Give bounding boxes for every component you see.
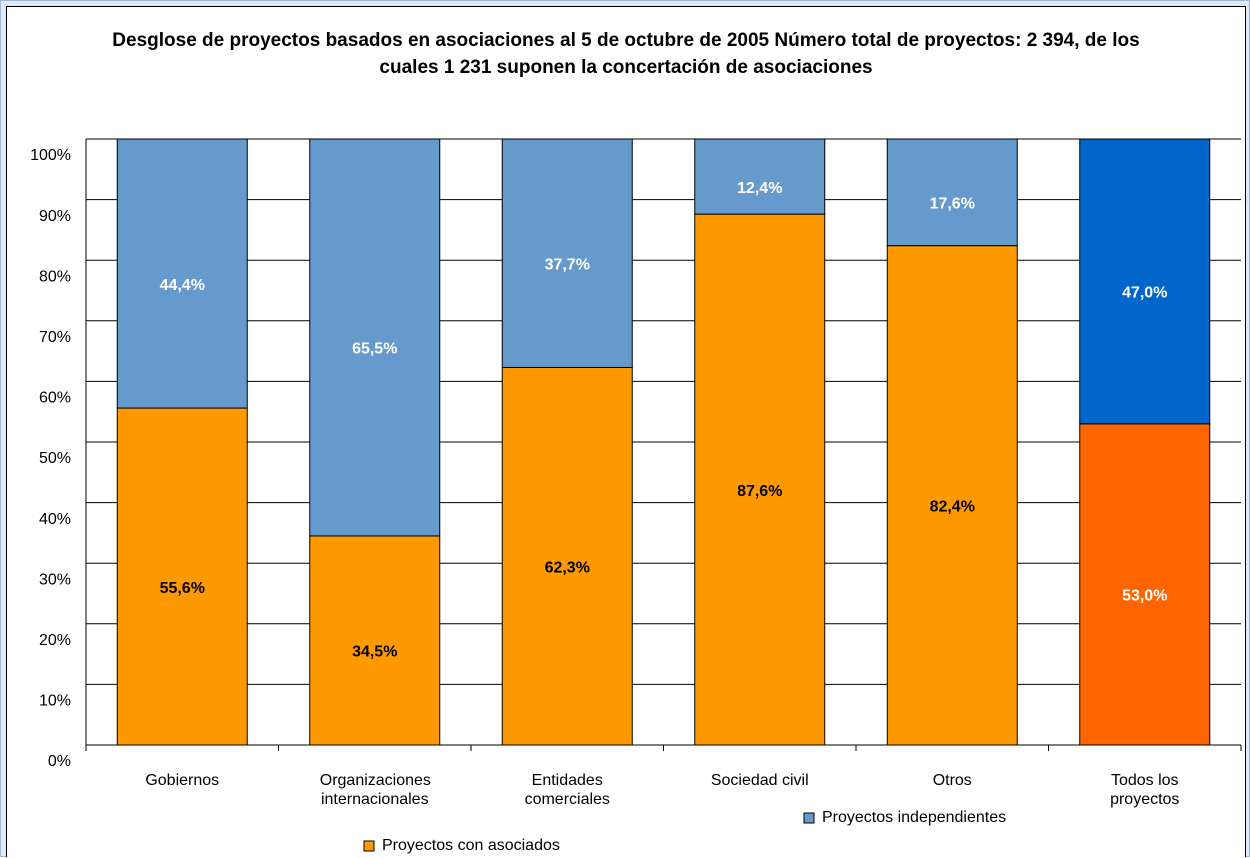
data-label: 17,6%	[930, 196, 975, 213]
bar-segment	[309, 535, 441, 746]
bar-segment	[116, 407, 248, 746]
y-tick-label: 60%	[39, 390, 71, 407]
x-tick-label: Entidades comerciales	[524, 772, 610, 808]
y-tick-label: 0%	[48, 753, 71, 770]
legend-swatch	[803, 812, 815, 824]
data-label: 87,6%	[737, 483, 782, 500]
y-tick-label: 40%	[39, 511, 71, 528]
x-tick-label: Otros	[932, 772, 972, 789]
bar-segment	[1079, 423, 1211, 746]
y-tick-label: 90%	[39, 208, 71, 225]
chart-title: Desglose de proyectos basados en asociac…	[112, 30, 1140, 78]
y-tick-label: 10%	[39, 693, 71, 710]
data-label: 82,4%	[930, 499, 975, 516]
bar-segment	[501, 138, 633, 368]
bar-segment	[694, 213, 826, 746]
y-tick-label: 50%	[39, 450, 71, 467]
bar-segment	[886, 245, 1018, 746]
x-tick-label: Organizaciones internacionales	[319, 772, 431, 808]
bar-segment	[116, 138, 248, 409]
x-tick-label: Gobiernos	[145, 772, 220, 789]
data-label: 37,7%	[545, 256, 590, 273]
y-tick-label: 100%	[30, 147, 71, 164]
data-label: 65,5%	[352, 341, 397, 358]
legend-swatch	[363, 840, 375, 852]
data-label: 34,5%	[352, 644, 397, 661]
y-tick-label: 70%	[39, 329, 71, 346]
bar-segment	[501, 366, 633, 746]
data-label: 55,6%	[160, 580, 205, 597]
data-label: 53,0%	[1122, 588, 1167, 605]
data-label: 47,0%	[1122, 285, 1167, 302]
x-tick-label: Sociedad civil	[710, 772, 809, 789]
data-label: 44,4%	[160, 277, 205, 294]
bar-segment	[694, 138, 826, 215]
x-tick-label: Todos los proyectos	[1110, 772, 1180, 808]
bar-segment	[1079, 138, 1211, 425]
y-tick-label: 20%	[39, 632, 71, 649]
legend-label: Proyectos independientes	[822, 809, 1006, 826]
bar-segment	[886, 138, 1018, 247]
data-label: 62,3%	[545, 559, 590, 576]
y-tick-label: 30%	[39, 571, 71, 588]
y-tick-label: 80%	[39, 268, 71, 285]
bar-segment	[309, 138, 441, 537]
legend-label: Proyectos con asociados	[382, 837, 560, 854]
data-label: 12,4%	[737, 180, 782, 197]
